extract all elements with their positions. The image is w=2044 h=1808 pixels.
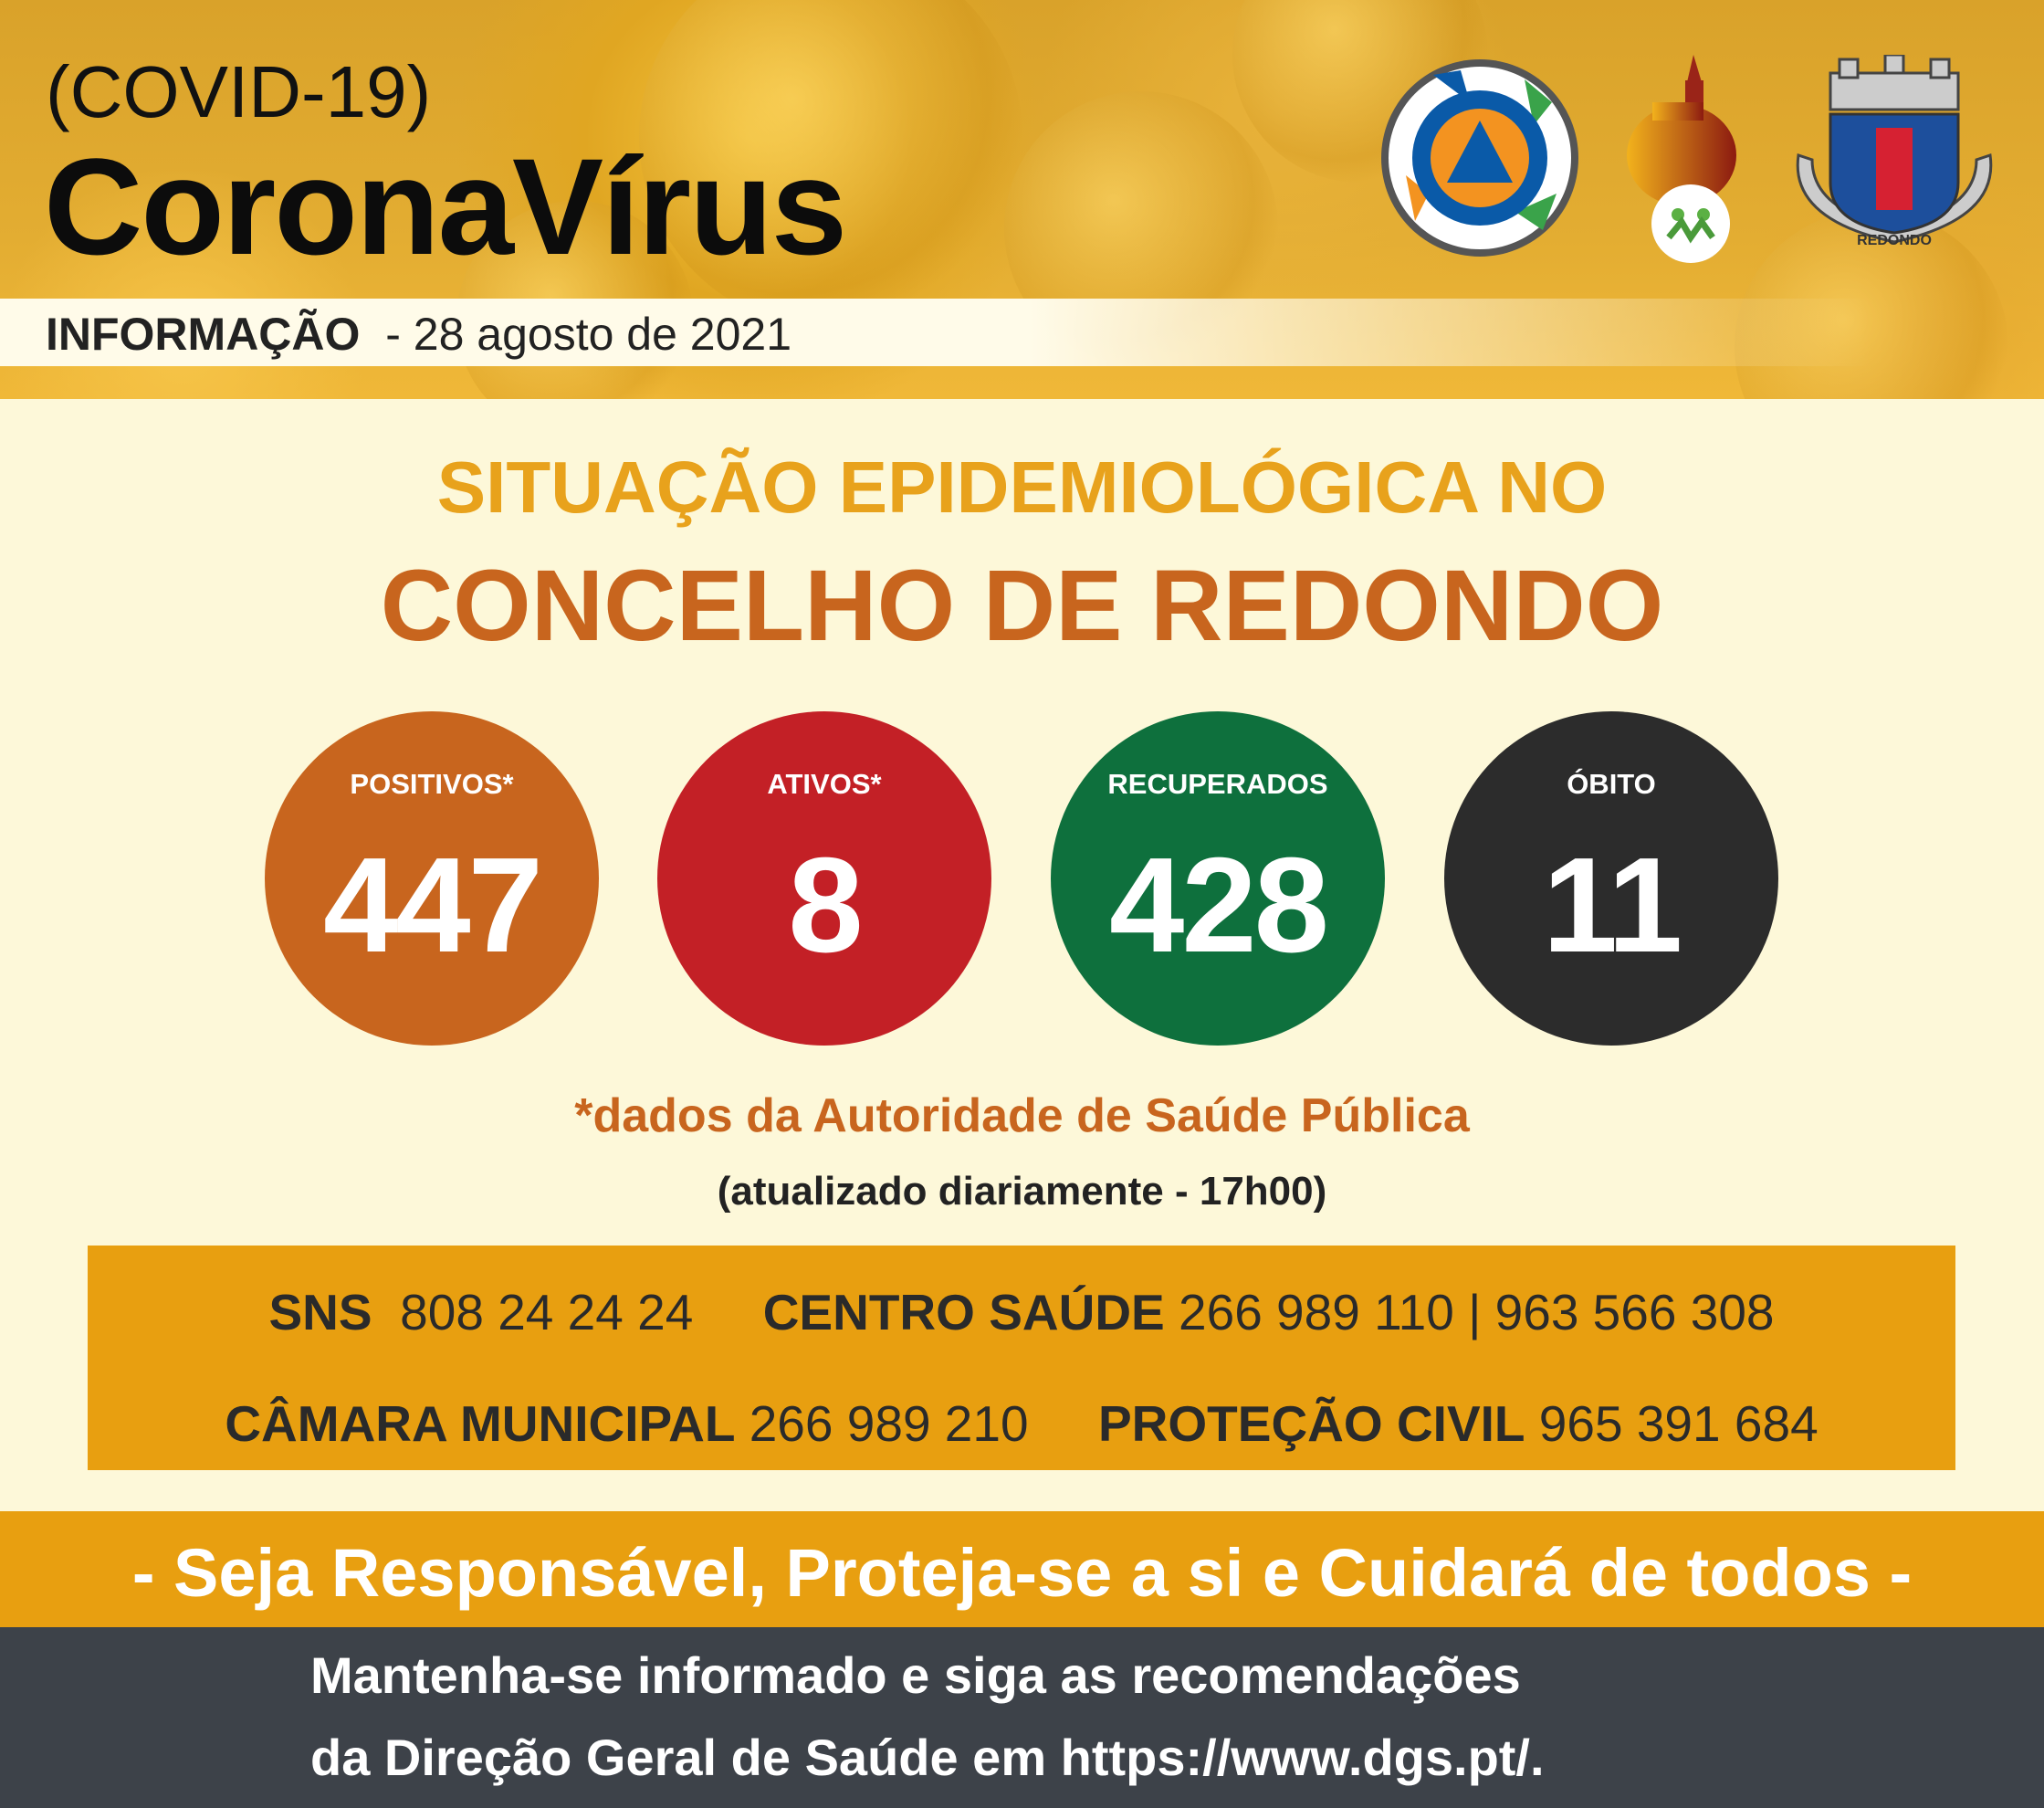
update-note: (atualizado diariamente - 17h00): [717, 1169, 1327, 1214]
header-banner: (COVID-19) CoronaVírus INFORMAÇÃO - 28 a…: [0, 0, 2044, 399]
slogan-band: [0, 1511, 2044, 1627]
contact-number: 266 989 210: [749, 1395, 1029, 1452]
contact-label: CENTRO SAÚDE: [762, 1284, 1165, 1340]
entidade-inclusiva-logo: [1627, 55, 1736, 263]
info-date-line: INFORMAÇÃO - 28 agosto de 2021: [46, 308, 791, 361]
stat-value: 8: [788, 830, 863, 981]
contacts-box: [88, 1246, 1955, 1470]
contact-label: SNS: [268, 1284, 372, 1340]
footer-line-1: Mantenha-se informado e siga as recomend…: [310, 1646, 1521, 1704]
stat-label: POSITIVOS*: [350, 768, 514, 800]
info-label: INFORMAÇÃO: [46, 309, 361, 360]
title-line-1: SITUAÇÃO EPIDEMIOLÓGICA NO: [436, 447, 1608, 528]
proteccao-civil-logo: [1381, 59, 1578, 257]
stat-label: ATIVOS*: [767, 768, 882, 800]
contact-number: 965 391 684: [1538, 1395, 1819, 1452]
stat-obito: ÓBITO 11: [1444, 711, 1778, 1046]
contact-number: 808 24 24 24: [400, 1284, 694, 1340]
info-date: - 28 agosto de 2021: [385, 309, 792, 360]
svg-text:REDONDO: REDONDO: [1857, 233, 1932, 248]
contact-number: 266 989 110 | 963 566 308: [1179, 1284, 1775, 1340]
main-title: CoronaVírus: [44, 130, 847, 283]
footer-line-2: da Direção Geral de Saúde em https://www…: [310, 1729, 1545, 1786]
stat-positivos: POSITIVOS* 447: [265, 711, 599, 1046]
stat-ativos: ATIVOS* 8: [657, 711, 991, 1046]
stat-recuperados: RECUPERADOS 428: [1051, 711, 1385, 1046]
footer-band: [0, 1627, 2044, 1808]
slogan: - Seja Responsável, Proteja-se a si e Cu…: [131, 1535, 1913, 1611]
stat-label: ÓBITO: [1567, 768, 1656, 800]
pre-title: (COVID-19): [46, 51, 432, 132]
stat-value: 11: [1542, 830, 1682, 981]
contact-label: PROTEÇÃO CIVIL: [1097, 1395, 1525, 1452]
coat-of-arms-logo: REDONDO: [1796, 55, 1993, 248]
stat-label: RECUPERADOS: [1107, 768, 1328, 800]
data-source-note: *dados da Autoridade de Saúde Pública: [574, 1089, 1470, 1142]
title-line-2: CONCELHO DE REDONDO: [380, 550, 1664, 662]
info-strip: [0, 299, 1871, 366]
stat-value: 428: [1109, 830, 1329, 981]
stat-value: 447: [323, 830, 543, 981]
contact-label: CÂMARA MUNICIPAL: [225, 1395, 736, 1452]
contacts-row-2: CÂMARA MUNICIPAL 266 989 210 PROTEÇÃO CI…: [88, 1394, 1955, 1453]
contacts-row-1: SNS 808 24 24 24 CENTRO SAÚDE 266 989 11…: [88, 1283, 1955, 1341]
